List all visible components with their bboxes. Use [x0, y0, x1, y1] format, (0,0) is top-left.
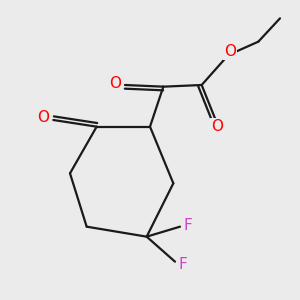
Text: O: O — [109, 76, 121, 91]
Text: O: O — [211, 119, 223, 134]
Text: F: F — [184, 218, 193, 232]
Text: O: O — [224, 44, 236, 59]
Text: F: F — [179, 257, 188, 272]
Text: O: O — [37, 110, 49, 125]
